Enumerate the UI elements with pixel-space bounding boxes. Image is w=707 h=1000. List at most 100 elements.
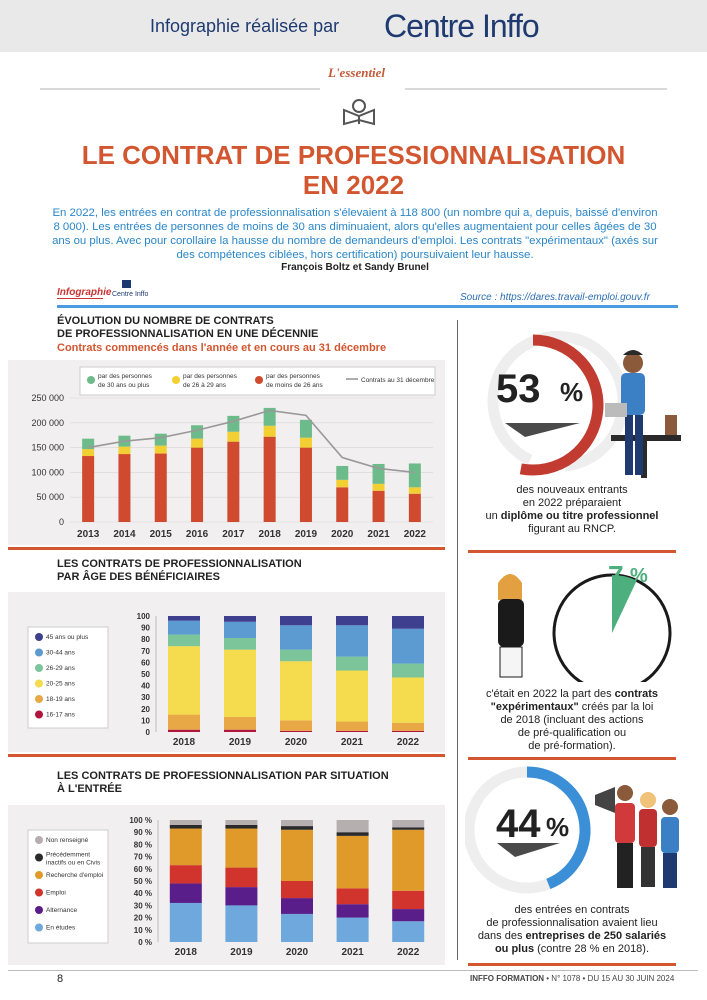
chart3-x-tick: 2021 xyxy=(341,947,364,958)
chart3-bar-segment xyxy=(225,824,258,829)
chart1-x-tick: 2022 xyxy=(404,529,427,540)
chart3-bar-segment xyxy=(336,904,369,918)
chart3-y-tick: 0 % xyxy=(138,938,152,947)
book-icon xyxy=(343,99,375,126)
chart1-bar-segment xyxy=(118,446,131,455)
chart1-svg: 0 50 000 100 000 150 000 200 000 250 000 2013 2… xyxy=(31,366,436,540)
chart2-y-tick: 40 xyxy=(141,682,150,691)
chart3-bar-segment xyxy=(392,829,425,891)
top-banner xyxy=(0,0,707,52)
chart2-bar-segment xyxy=(392,730,424,732)
chart3-bar-segment xyxy=(281,913,313,942)
chart3-legend-label: Recherche d'emploi xyxy=(46,872,103,879)
stat3-line4-bold: ou plus xyxy=(494,943,535,955)
chart3-bar-segment xyxy=(225,887,258,906)
title-line-2: EN 2022 xyxy=(302,170,405,200)
title-line-1: LE CONTRAT DE PROFESSIONNALISATION xyxy=(81,140,626,170)
essentiel-kicker: L'essentiel xyxy=(328,65,386,80)
chart1-bar-segment xyxy=(191,447,204,522)
chart1-x-tick: 2013 xyxy=(77,529,100,540)
chart1-x-tick: 2016 xyxy=(186,529,209,540)
chart2-y-tick: 100 xyxy=(137,612,151,621)
infographie-underline xyxy=(57,298,103,299)
chart3-bar-segment xyxy=(281,898,313,914)
chart1-bar-segment xyxy=(408,463,421,488)
chart2-legend-swatch xyxy=(35,695,43,703)
stat1-pointer xyxy=(505,423,580,437)
stat1-line3-pre: un xyxy=(485,510,501,522)
stat3-line1: des entrées en contrats xyxy=(514,904,630,916)
chart3-x-tick: 2020 xyxy=(286,947,309,958)
chart2-bar-segment xyxy=(224,621,256,639)
chart1-bar-segment xyxy=(336,479,349,488)
mini-logo-text: Centre Inffo xyxy=(112,291,149,298)
stat3-line3-bold: entreprises de 250 salariés xyxy=(525,930,667,942)
chart3-legend-label: Alternance xyxy=(46,907,77,914)
chart1-bar-segment xyxy=(154,433,167,446)
stat1-line2: en 2022 préparaient xyxy=(522,497,622,509)
chart3-bar-segment xyxy=(281,820,313,827)
chart3-bar-segment xyxy=(281,829,313,881)
chart2-bar-segment xyxy=(280,625,312,650)
chart3-bar-segment xyxy=(392,921,425,942)
chart1-bar-segment xyxy=(336,487,349,522)
chart1-y-tick: 150 000 xyxy=(31,443,64,453)
chart1-bar-segment xyxy=(82,456,95,522)
chart2-legend-label: 20-25 ans xyxy=(46,681,76,688)
chart1-bar-segment xyxy=(299,437,312,448)
chart1-bar-segment xyxy=(191,438,204,448)
chart2-y-tick: 90 xyxy=(141,624,150,633)
stat2-unit: % xyxy=(630,565,648,587)
chart1-x-tick: 2015 xyxy=(150,529,173,540)
section3-title: LES CONTRATS DE PROFESSIONNALISATION PAR… xyxy=(57,770,389,796)
centre-inffo-logo: Centre Inffo xyxy=(384,8,540,44)
chart2-svg: 0 10 20 30 40 50 60 70 80 90 100 2018 2019 2020 2021 20… xyxy=(27,612,424,748)
chart3-svg: 0 % 10 % 20 % 30 % 40 % 50 % 60 % 70 % 80 % 90 % 1… xyxy=(27,816,425,958)
stat3-line2: de professionnalisation avaient lieu xyxy=(486,917,658,929)
chart1-legend-swatch xyxy=(87,376,95,384)
stat2-wedge xyxy=(612,575,637,633)
chart2-legend-swatch xyxy=(35,633,43,641)
chart3-y-tick: 30 % xyxy=(134,901,152,910)
stat1-line3: un diplôme ou titre professionnel xyxy=(468,510,676,523)
chart1-y-tick: 200 000 xyxy=(31,418,64,428)
chart1-y-tick: 250 000 xyxy=(31,393,64,403)
chart3-bar-segment xyxy=(169,883,202,903)
chart1-legend-label-cont: de 30 ans ou plus xyxy=(98,382,150,389)
chart1-bar-segment xyxy=(227,441,240,522)
chart1-bar-segment xyxy=(82,438,95,450)
section2-title-line1: LES CONTRATS DE PROFESSIONNALISATION xyxy=(57,558,302,570)
chart2-bar-segment xyxy=(336,656,368,671)
chart2-bar-segment xyxy=(392,677,424,723)
chart1-legend-label-cont: de 26 à 29 ans xyxy=(183,382,227,389)
blue-divider xyxy=(57,305,678,308)
footer-rule xyxy=(8,970,698,971)
chart2-bar-segment xyxy=(224,638,256,650)
banner-label: Infographie réalisée par xyxy=(150,16,340,36)
chart1-legend-swatch xyxy=(172,376,180,384)
chart3-legend-label-cont: inactifs ou en Civis xyxy=(46,860,101,867)
footer-issue-text: • N° 1078 • DU 15 AU 30 JUIN 2024 xyxy=(544,974,675,983)
footer-brand: INFFO FORMATION xyxy=(470,974,545,983)
chart1-bar-segment xyxy=(372,483,385,491)
chart1-x-tick: 2021 xyxy=(367,529,390,540)
stat3-line3-pre: dans des xyxy=(477,930,526,942)
chart1-bar-segment xyxy=(336,465,349,480)
infographie-tag: Infographie xyxy=(57,287,112,298)
chart3-bar-segment xyxy=(169,824,202,829)
section2-title: LES CONTRATS DE PROFESSIONNALISATION PAR… xyxy=(57,558,302,584)
chart3-y-tick: 100 % xyxy=(129,816,152,825)
chart2-bar-segment xyxy=(224,616,256,622)
chart1-y-tick: 50 000 xyxy=(36,492,64,502)
header-rule-right xyxy=(405,88,667,90)
chart3-y-tick: 90 % xyxy=(134,828,152,837)
chart1-bar-segment xyxy=(263,407,276,426)
stat2-line2-post: créés par la loi xyxy=(578,701,654,713)
chart1-x-tick: 2014 xyxy=(113,529,136,540)
stat2-line1-bold: contrats xyxy=(614,688,659,700)
chart3-x-tick: 2019 xyxy=(230,947,253,958)
chart3-y-tick: 80 % xyxy=(134,840,152,849)
group-with-megaphone-icon xyxy=(595,785,679,888)
stat3-progress-arc xyxy=(526,766,591,890)
chart3-legend-swatch xyxy=(35,853,43,862)
